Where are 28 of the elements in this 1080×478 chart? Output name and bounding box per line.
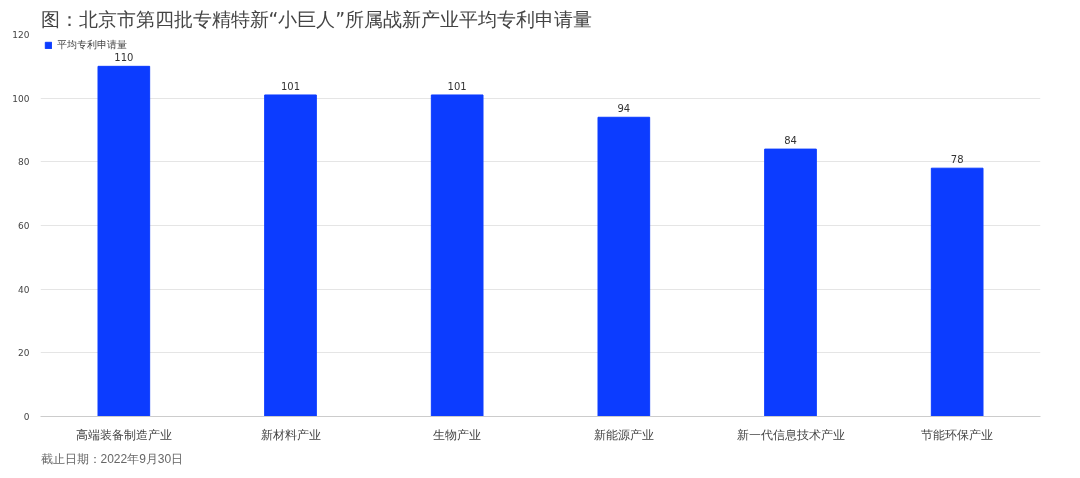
text: 截止日期：2022年9月30日 bbox=[40, 451, 184, 466]
y-tick-label: 120 bbox=[12, 30, 30, 40]
data-label: 94 bbox=[617, 103, 631, 115]
bar bbox=[430, 94, 484, 417]
bar bbox=[930, 167, 984, 417]
x-tick-label: 节能环保产业 bbox=[921, 427, 994, 442]
bar bbox=[264, 94, 317, 417]
x-tick-label: 生物产业 bbox=[433, 427, 482, 442]
y-tick-label: 60 bbox=[18, 221, 30, 231]
y-tick-label: 100 bbox=[12, 93, 30, 104]
data-label: 78 bbox=[950, 154, 964, 166]
x-tick-label: 新材料产业 bbox=[260, 427, 321, 442]
legend-label: 平均专利申请量 bbox=[57, 38, 127, 52]
data-label: 101 bbox=[447, 80, 467, 92]
y-tick-label: 0 bbox=[23, 412, 30, 422]
y-tick-label: 20 bbox=[18, 348, 30, 359]
x-tick-label: 高端装备制造产业 bbox=[75, 427, 172, 442]
bar bbox=[764, 148, 817, 417]
y-tick-label: 80 bbox=[18, 157, 30, 168]
data-label: 101 bbox=[280, 80, 301, 92]
x-tick-label: 新能源产业 bbox=[593, 427, 654, 442]
chart-title: 图：北京市第四批专精特新“小巨人”所属战新产业平均专利申请量 bbox=[40, 7, 593, 30]
x-tick-label: 新一代信息技术产业 bbox=[736, 427, 845, 442]
bar bbox=[97, 65, 151, 417]
data-label: 84 bbox=[784, 135, 797, 147]
y-tick-label: 40 bbox=[18, 284, 30, 295]
data-label: 110 bbox=[114, 52, 134, 64]
bar bbox=[597, 116, 651, 417]
